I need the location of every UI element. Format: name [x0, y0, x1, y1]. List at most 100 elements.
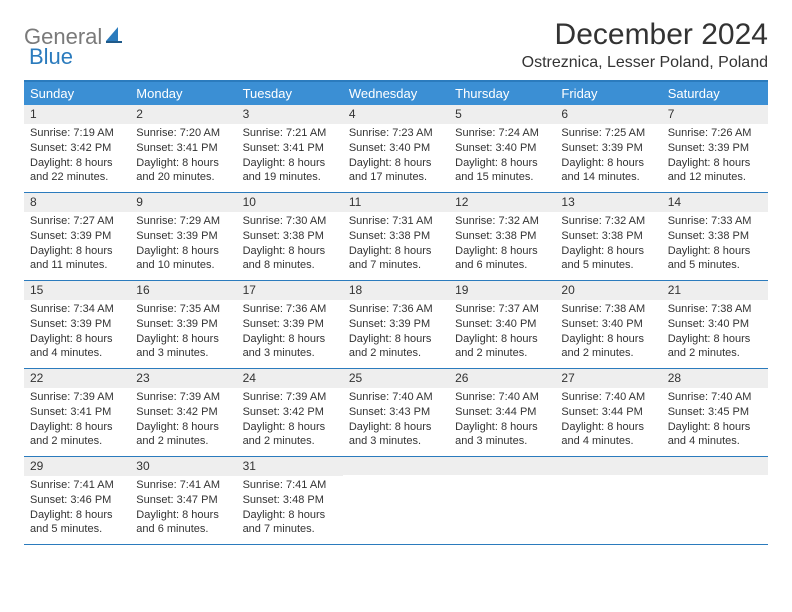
daylight-text: Daylight: 8 hours [668, 245, 762, 259]
week-row: 29Sunrise: 7:41 AMSunset: 3:46 PMDayligh… [24, 457, 768, 545]
day-number: 27 [555, 369, 661, 388]
cell-body: Sunrise: 7:30 AMSunset: 3:38 PMDaylight:… [237, 212, 343, 280]
daylight-text: and 3 minutes. [349, 435, 443, 449]
brand-sail-icon [104, 25, 124, 50]
cell-body: Sunrise: 7:38 AMSunset: 3:40 PMDaylight:… [555, 300, 661, 368]
daylight-text: Daylight: 8 hours [243, 157, 337, 171]
calendar-cell: 1Sunrise: 7:19 AMSunset: 3:42 PMDaylight… [24, 105, 130, 192]
day-number: 31 [237, 457, 343, 476]
sunset-text: Sunset: 3:40 PM [455, 318, 549, 332]
calendar-cell [662, 457, 768, 544]
cell-body: Sunrise: 7:26 AMSunset: 3:39 PMDaylight:… [662, 124, 768, 192]
daylight-text: and 3 minutes. [243, 347, 337, 361]
day-number: 20 [555, 281, 661, 300]
daylight-text: Daylight: 8 hours [668, 333, 762, 347]
sunrise-text: Sunrise: 7:37 AM [455, 303, 549, 317]
calendar-cell: 11Sunrise: 7:31 AMSunset: 3:38 PMDayligh… [343, 193, 449, 280]
sunrise-text: Sunrise: 7:20 AM [136, 127, 230, 141]
sunrise-text: Sunrise: 7:41 AM [243, 479, 337, 493]
cell-body: Sunrise: 7:31 AMSunset: 3:38 PMDaylight:… [343, 212, 449, 280]
cell-body: Sunrise: 7:40 AMSunset: 3:44 PMDaylight:… [449, 388, 555, 456]
daylight-text: Daylight: 8 hours [349, 157, 443, 171]
daylight-text: and 15 minutes. [455, 171, 549, 185]
daylight-text: and 2 minutes. [243, 435, 337, 449]
day-number [555, 457, 661, 475]
week-row: 15Sunrise: 7:34 AMSunset: 3:39 PMDayligh… [24, 281, 768, 369]
sunrise-text: Sunrise: 7:30 AM [243, 215, 337, 229]
daylight-text: and 5 minutes. [30, 523, 124, 537]
daylight-text: and 11 minutes. [30, 259, 124, 273]
sunset-text: Sunset: 3:38 PM [668, 230, 762, 244]
calendar-cell: 21Sunrise: 7:38 AMSunset: 3:40 PMDayligh… [662, 281, 768, 368]
sunset-text: Sunset: 3:39 PM [243, 318, 337, 332]
day-number: 24 [237, 369, 343, 388]
cell-body: Sunrise: 7:32 AMSunset: 3:38 PMDaylight:… [449, 212, 555, 280]
daylight-text: Daylight: 8 hours [136, 509, 230, 523]
sunrise-text: Sunrise: 7:24 AM [455, 127, 549, 141]
calendar-cell: 29Sunrise: 7:41 AMSunset: 3:46 PMDayligh… [24, 457, 130, 544]
sunset-text: Sunset: 3:38 PM [349, 230, 443, 244]
daylight-text: Daylight: 8 hours [455, 333, 549, 347]
day-number: 18 [343, 281, 449, 300]
day-header: Sunday [24, 82, 130, 105]
day-header: Wednesday [343, 82, 449, 105]
daylight-text: Daylight: 8 hours [561, 333, 655, 347]
calendar-cell: 24Sunrise: 7:39 AMSunset: 3:42 PMDayligh… [237, 369, 343, 456]
cell-body: Sunrise: 7:40 AMSunset: 3:45 PMDaylight:… [662, 388, 768, 456]
day-number: 28 [662, 369, 768, 388]
sunset-text: Sunset: 3:39 PM [561, 142, 655, 156]
day-number: 4 [343, 105, 449, 124]
daylight-text: Daylight: 8 hours [349, 421, 443, 435]
sunrise-text: Sunrise: 7:27 AM [30, 215, 124, 229]
cell-body: Sunrise: 7:39 AMSunset: 3:42 PMDaylight:… [237, 388, 343, 456]
sunset-text: Sunset: 3:39 PM [136, 230, 230, 244]
sunset-text: Sunset: 3:40 PM [561, 318, 655, 332]
cell-body: Sunrise: 7:23 AMSunset: 3:40 PMDaylight:… [343, 124, 449, 192]
day-header-row: SundayMondayTuesdayWednesdayThursdayFrid… [24, 82, 768, 105]
sunset-text: Sunset: 3:38 PM [243, 230, 337, 244]
sunrise-text: Sunrise: 7:40 AM [455, 391, 549, 405]
daylight-text: Daylight: 8 hours [30, 509, 124, 523]
sunset-text: Sunset: 3:44 PM [561, 406, 655, 420]
daylight-text: Daylight: 8 hours [561, 157, 655, 171]
day-header: Tuesday [237, 82, 343, 105]
daylight-text: and 5 minutes. [561, 259, 655, 273]
day-number: 17 [237, 281, 343, 300]
sunrise-text: Sunrise: 7:40 AM [668, 391, 762, 405]
sunrise-text: Sunrise: 7:34 AM [30, 303, 124, 317]
cell-body: Sunrise: 7:39 AMSunset: 3:41 PMDaylight:… [24, 388, 130, 456]
daylight-text: and 19 minutes. [243, 171, 337, 185]
daylight-text: Daylight: 8 hours [136, 333, 230, 347]
daylight-text: Daylight: 8 hours [668, 421, 762, 435]
calendar-page: General December 2024 Ostreznica, Lesser… [0, 0, 792, 563]
daylight-text: and 22 minutes. [30, 171, 124, 185]
day-number: 14 [662, 193, 768, 212]
cell-body: Sunrise: 7:40 AMSunset: 3:44 PMDaylight:… [555, 388, 661, 456]
daylight-text: Daylight: 8 hours [561, 421, 655, 435]
daylight-text: Daylight: 8 hours [455, 157, 549, 171]
sunrise-text: Sunrise: 7:41 AM [136, 479, 230, 493]
sunrise-text: Sunrise: 7:40 AM [561, 391, 655, 405]
day-number: 6 [555, 105, 661, 124]
day-number: 21 [662, 281, 768, 300]
daylight-text: and 7 minutes. [349, 259, 443, 273]
day-number: 26 [449, 369, 555, 388]
day-header: Thursday [449, 82, 555, 105]
sunset-text: Sunset: 3:43 PM [349, 406, 443, 420]
daylight-text: and 20 minutes. [136, 171, 230, 185]
daylight-text: Daylight: 8 hours [30, 157, 124, 171]
sunrise-text: Sunrise: 7:40 AM [349, 391, 443, 405]
calendar-cell: 14Sunrise: 7:33 AMSunset: 3:38 PMDayligh… [662, 193, 768, 280]
day-number: 30 [130, 457, 236, 476]
daylight-text: and 3 minutes. [455, 435, 549, 449]
sunrise-text: Sunrise: 7:25 AM [561, 127, 655, 141]
daylight-text: Daylight: 8 hours [30, 333, 124, 347]
sunrise-text: Sunrise: 7:39 AM [136, 391, 230, 405]
daylight-text: Daylight: 8 hours [349, 245, 443, 259]
cell-body: Sunrise: 7:41 AMSunset: 3:46 PMDaylight:… [24, 476, 130, 544]
calendar-cell: 16Sunrise: 7:35 AMSunset: 3:39 PMDayligh… [130, 281, 236, 368]
calendar-cell: 4Sunrise: 7:23 AMSunset: 3:40 PMDaylight… [343, 105, 449, 192]
cell-body: Sunrise: 7:29 AMSunset: 3:39 PMDaylight:… [130, 212, 236, 280]
calendar-cell: 5Sunrise: 7:24 AMSunset: 3:40 PMDaylight… [449, 105, 555, 192]
daylight-text: and 2 minutes. [136, 435, 230, 449]
